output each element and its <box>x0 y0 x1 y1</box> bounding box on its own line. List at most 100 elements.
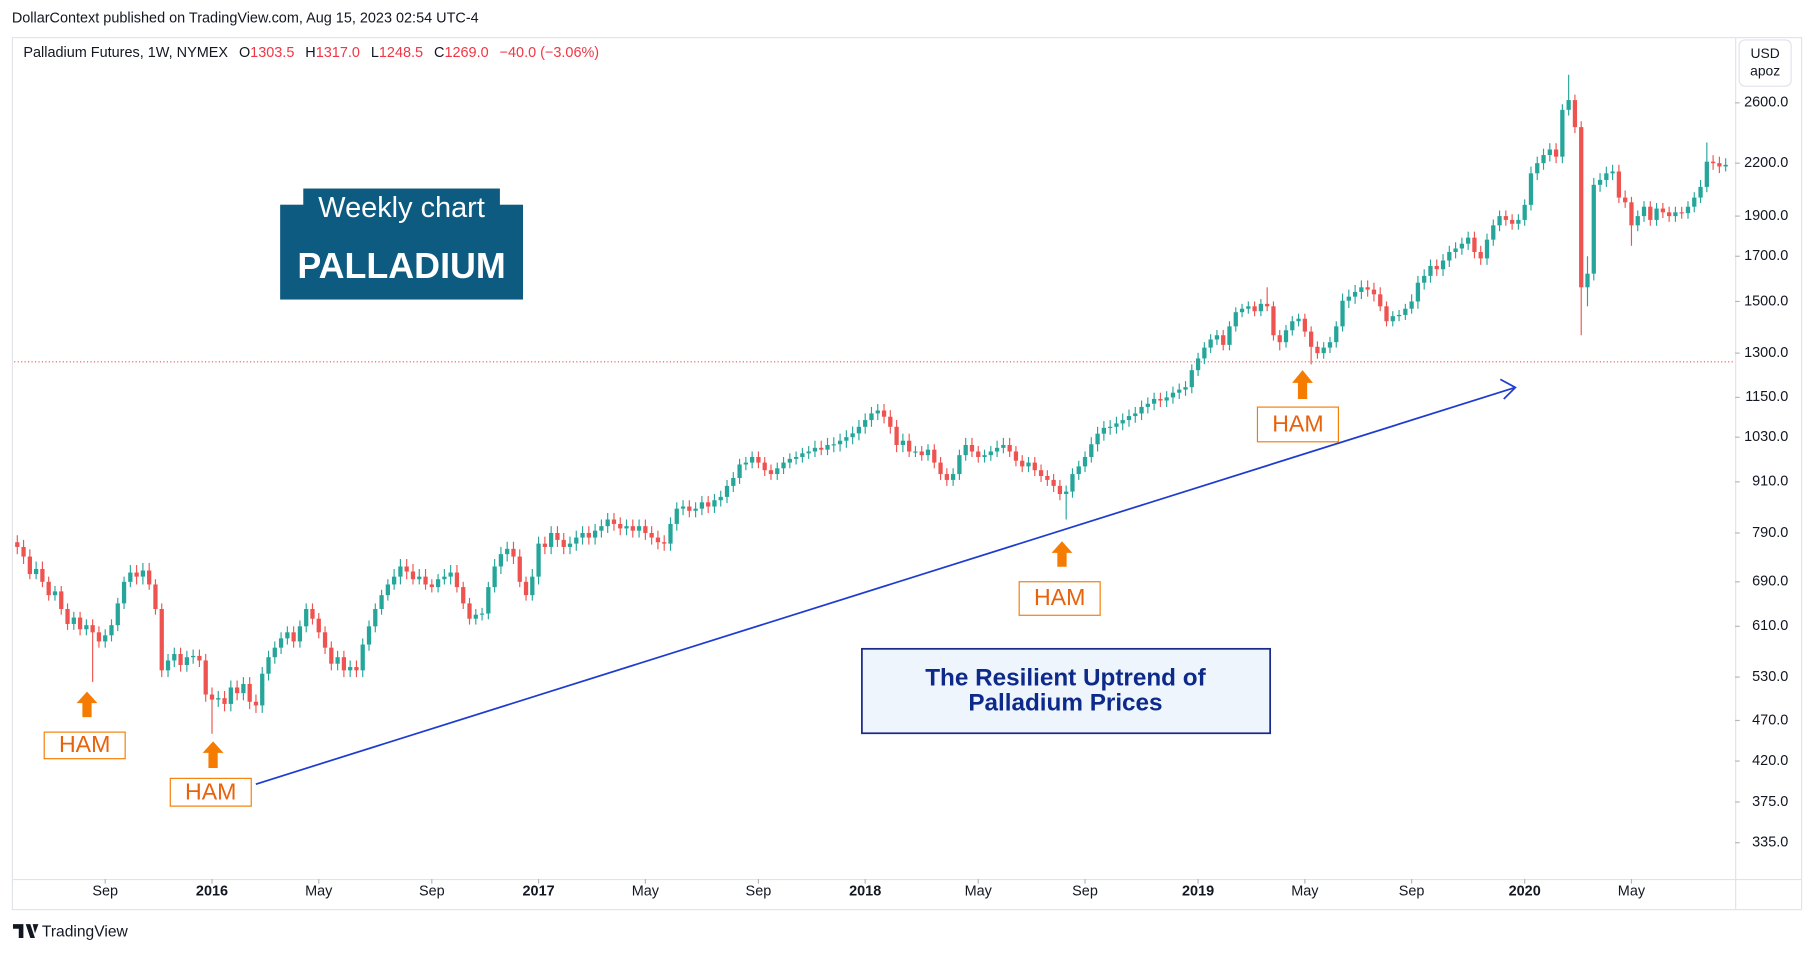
candle-body <box>1396 314 1402 317</box>
candle-body <box>636 526 642 531</box>
candle-body <box>1440 260 1446 270</box>
note-line: The Resilient Uptrend of <box>925 664 1206 691</box>
candle-body <box>140 570 146 577</box>
candle-body <box>473 614 478 619</box>
candle-body <box>1629 202 1634 226</box>
candle-body <box>530 576 535 596</box>
candle-body <box>1265 303 1270 307</box>
candle-body <box>109 625 114 636</box>
candle-body <box>724 485 730 497</box>
candle-body <box>1509 219 1515 224</box>
candle-body <box>1528 173 1534 205</box>
candle-body <box>442 576 447 580</box>
candle-body <box>1641 206 1647 217</box>
candle-body <box>800 453 805 457</box>
candle-body <box>128 572 133 582</box>
candle-body <box>844 437 849 441</box>
candle-body <box>498 554 504 567</box>
candle-body <box>1384 306 1389 322</box>
candle-body <box>1290 321 1295 331</box>
note-box: The Resilient Uptrend of Palladium Price… <box>861 647 1272 735</box>
ham-annotation: HAM <box>1256 370 1339 443</box>
candle-body <box>329 647 334 664</box>
candle-body <box>435 579 441 588</box>
candle-body <box>850 433 855 438</box>
candle-body <box>272 647 277 658</box>
candle-body <box>605 519 610 527</box>
x-tick-label: 2016 <box>196 884 228 900</box>
x-tick-label: May <box>965 884 993 900</box>
candle-body <box>467 603 472 619</box>
candle-body <box>1277 335 1282 343</box>
ham-box <box>1018 581 1101 616</box>
candle-body <box>1070 474 1075 492</box>
candle-body <box>913 451 918 453</box>
title-panel <box>280 204 524 300</box>
candle-body <box>398 566 403 577</box>
candle-body <box>957 455 962 475</box>
y-tick-label: 530.0 <box>1752 669 1788 685</box>
candle-body <box>1692 197 1697 207</box>
candle-body <box>1352 291 1358 297</box>
candle-body <box>1371 289 1377 295</box>
candle-body <box>950 474 956 480</box>
candle-body <box>379 595 384 609</box>
candle-body <box>574 537 579 544</box>
candle-body <box>21 546 26 557</box>
brand-name: TradingView <box>42 923 129 940</box>
x-tick-label: 2019 <box>1182 884 1214 900</box>
candle-body <box>304 608 309 627</box>
candle-body <box>1214 335 1220 340</box>
candle-body <box>1685 206 1691 214</box>
candle-body <box>567 543 573 547</box>
x-tick-label: Sep <box>419 884 445 900</box>
currency-box[interactable]: USD apoz <box>1738 39 1792 87</box>
candle-body <box>479 613 485 615</box>
candle-body <box>316 618 321 633</box>
trend-line <box>255 386 1516 785</box>
candle-body <box>297 626 303 642</box>
up-arrow <box>202 741 224 768</box>
candle-body <box>662 542 667 544</box>
x-tick-label: Sep <box>1399 884 1425 900</box>
y-tick-label: 690.0 <box>1752 574 1788 590</box>
candle-body <box>1610 171 1615 174</box>
y-tick-label: 910.0 <box>1752 474 1788 490</box>
candle-body <box>925 449 931 456</box>
ham-box <box>169 777 252 807</box>
footer-brand[interactable]: TradingView <box>12 923 129 940</box>
candle-body <box>373 608 378 627</box>
candle-body <box>1271 306 1276 336</box>
candle-body <box>1145 403 1150 407</box>
candle-body <box>134 572 139 577</box>
candle-body <box>96 632 102 642</box>
note-frame <box>861 647 1272 735</box>
candle-body <box>1579 127 1584 288</box>
candle-body <box>366 626 372 645</box>
candle-body <box>216 698 221 700</box>
symbol-legend: Palladium Futures, 1W, NYMEX O1303.5 H13… <box>23 45 599 61</box>
x-tick-label: May <box>632 884 660 900</box>
candle-body <box>260 673 265 706</box>
candle-body <box>1648 206 1653 220</box>
candle-body <box>1221 335 1226 345</box>
candle-body <box>1723 164 1728 167</box>
ham-box <box>1256 406 1339 443</box>
candle-body <box>806 451 811 454</box>
ham-label: HAM <box>1272 411 1323 437</box>
candle-body <box>1346 296 1351 301</box>
chart-frame <box>11 37 1803 911</box>
candle-body <box>1114 423 1119 427</box>
candle-body <box>1227 326 1232 345</box>
candle-body <box>348 667 353 671</box>
candle-body <box>278 638 284 648</box>
candle-body <box>448 572 453 577</box>
candle-body <box>1026 462 1031 467</box>
candle-body <box>1635 216 1640 226</box>
candle-body <box>247 683 252 702</box>
change: −40.0 (−3.06%) <box>500 45 600 61</box>
candle-body <box>410 571 416 580</box>
candle-body <box>1704 161 1709 187</box>
y-tick-label: 1300.0 <box>1744 345 1788 361</box>
